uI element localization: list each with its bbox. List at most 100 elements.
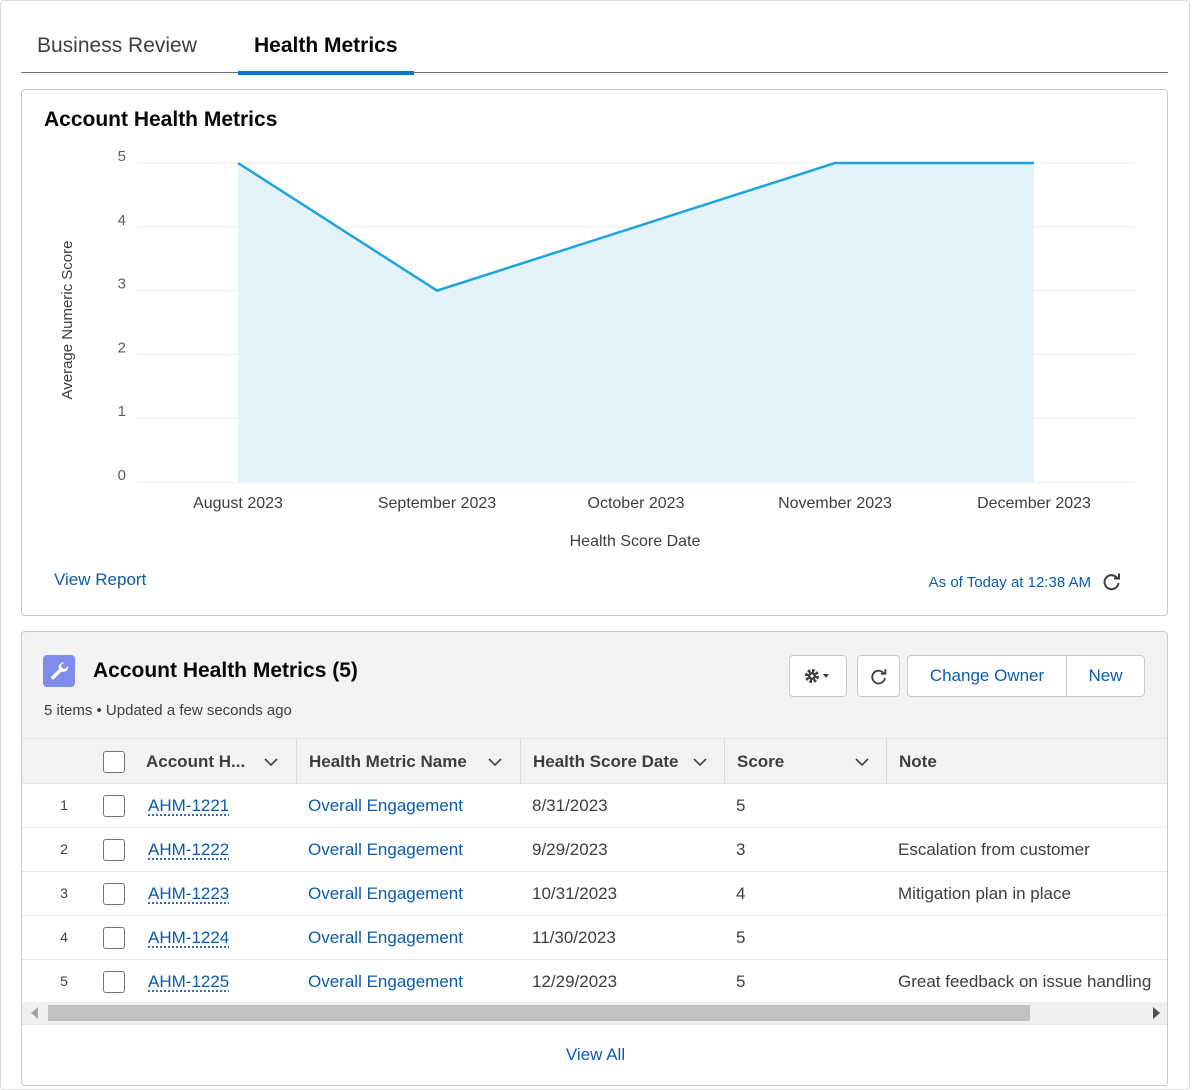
metric-name-link[interactable]: Overall Engagement [308,928,463,947]
x-tick-label: September 2023 [378,495,496,512]
change-owner-button[interactable]: Change Owner [907,655,1067,697]
chevron-down-icon[interactable] [264,755,278,769]
table-row: 3 AHM-1223 Overall Engagement 10/31/2023… [22,872,1167,916]
account-link[interactable]: AHM-1222 [148,840,230,859]
note-text: Escalation from customer [898,840,1090,859]
y-tick-label: 4 [118,212,126,229]
row-checkbox[interactable] [103,927,125,949]
column-label: Score [737,752,785,771]
data-point [633,224,639,230]
table-row: 4 AHM-1224 Overall Engagement 11/30/2023… [22,916,1167,960]
table-header: Account H... Health Metric Name Health S… [22,738,1167,784]
score-date: 10/31/2023 [532,884,618,903]
chevron-down-icon[interactable] [693,755,707,769]
y-tick-label: 0 [118,467,126,484]
score-value: 3 [736,840,746,859]
data-point [235,160,241,166]
y-tick-label: 1 [118,403,126,420]
chart-card-title: Account Health Metrics [44,108,278,131]
series-line [237,161,1034,292]
horizontal-scrollbar[interactable] [22,1002,1167,1024]
select-all-checkbox[interactable] [103,751,125,773]
scroll-left-arrow[interactable] [31,1007,38,1019]
column-header-score-date[interactable]: Health Score Date [520,739,724,784]
table-row: 2 AHM-1222 Overall Engagement 9/29/2023 … [22,828,1167,872]
data-point [832,160,838,166]
list-settings-button[interactable] [789,655,847,697]
view-all-link[interactable]: View All [565,1045,626,1064]
x-tick-label: December 2023 [977,495,1091,512]
related-list-footer: View All [22,1024,1167,1085]
y-axis-title: Average Numeric Score [59,241,76,400]
wrench-icon [43,655,75,687]
new-button[interactable]: New [1066,655,1145,697]
metric-name-link[interactable]: Overall Engagement [308,884,463,903]
refresh-icon [870,669,886,685]
note-text: Mitigation plan in place [898,884,1071,903]
x-tick-label: October 2023 [588,495,685,512]
x-tick-label: November 2023 [778,495,892,512]
y-tick-label: 5 [118,148,126,165]
score-date: 8/31/2023 [532,796,608,815]
x-tick-label: August 2023 [193,495,283,512]
y-tick-label: 2 [118,339,126,356]
score-date: 11/30/2023 [532,928,616,947]
score-value: 4 [736,884,746,903]
column-label: Account H... [146,752,246,771]
related-list-card: Account Health Metrics (5) 5 items • Upd… [21,631,1168,1086]
column-label: Note [899,752,937,771]
related-list-title[interactable]: Account Health Metrics (5) [93,659,358,682]
metric-name-link[interactable]: Overall Engagement [308,840,463,859]
row-checkbox[interactable] [103,971,125,993]
health-score-chart: 0 1 2 3 4 5 August 2023 September 2023 October 2… [59,148,1135,550]
account-link[interactable]: AHM-1224 [148,928,230,947]
row-checkbox[interactable] [103,795,125,817]
scrollbar-thumb[interactable] [48,1005,1030,1021]
tab-health-metrics[interactable]: Health Metrics [238,23,414,75]
data-point [434,288,440,294]
row-number: 2 [60,841,68,857]
chart-card: Account Health Metrics 0 1 2 3 4 5 August 2023… [21,89,1168,616]
chevron-down-icon[interactable] [855,755,869,769]
account-link[interactable]: AHM-1225 [148,972,230,991]
x-axis-title: Health Score Date [570,533,701,550]
related-list-subtitle: 5 items • Updated a few seconds ago [44,702,292,719]
view-report-link[interactable]: View Report [54,570,147,589]
tab-business-review[interactable]: Business Review [37,34,197,57]
score-value: 5 [736,796,746,815]
scroll-right-arrow[interactable] [1153,1007,1160,1019]
table-row: 5 AHM-1225 Overall Engagement 12/29/2023… [22,960,1167,1004]
note-text: Great feedback on issue handling [898,972,1152,991]
gear-icon [805,669,829,683]
column-header-score[interactable]: Score [724,739,886,784]
score-value: 5 [736,928,746,947]
row-number: 5 [60,973,68,989]
y-tick-label: 3 [118,276,126,293]
column-label: Health Score Date [533,752,679,771]
column-header-metric-name[interactable]: Health Metric Name [296,739,520,784]
column-header-note[interactable]: Note [886,739,1167,784]
column-label: Health Metric Name [309,752,467,771]
list-refresh-button[interactable] [857,655,900,697]
row-number: 3 [60,885,68,901]
tab-bar: Business Review Health Metrics [21,23,1168,75]
row-checkbox[interactable] [103,883,125,905]
chevron-down-icon[interactable] [488,755,502,769]
account-link[interactable]: AHM-1223 [148,884,230,903]
metric-name-link[interactable]: Overall Engagement [308,796,463,815]
area-fill [238,163,1034,482]
score-date: 9/29/2023 [532,840,608,859]
score-value: 5 [736,972,746,991]
row-number: 1 [60,797,68,813]
column-header-account[interactable]: Account H... [146,739,296,784]
data-point [1031,160,1037,166]
table-row: 1 AHM-1221 Overall Engagement 8/31/2023 … [22,784,1167,828]
metric-name-link[interactable]: Overall Engagement [308,972,463,991]
row-number: 4 [60,929,68,945]
refresh-icon[interactable] [1101,570,1123,592]
account-link[interactable]: AHM-1221 [148,796,230,815]
as-of-timestamp: As of Today at 12:38 AM [928,574,1091,591]
row-checkbox[interactable] [103,839,125,861]
score-date: 12/29/2023 [532,972,618,991]
